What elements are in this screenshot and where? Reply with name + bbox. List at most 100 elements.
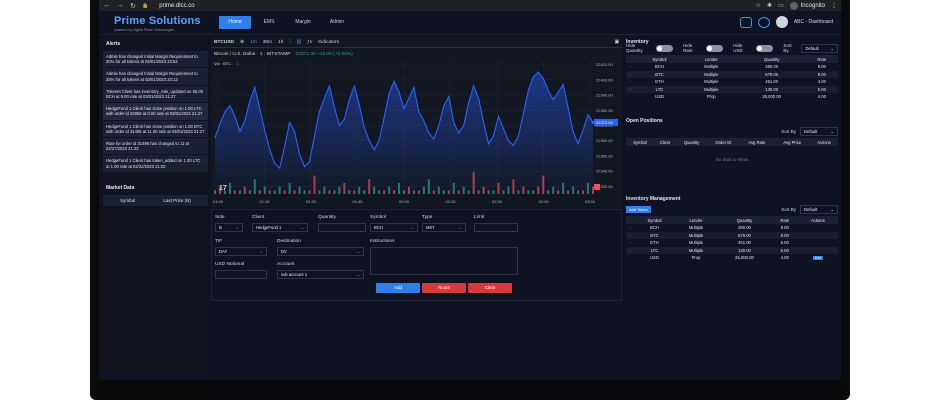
nav-home[interactable]: Home xyxy=(219,16,251,29)
expand-icon[interactable]: › xyxy=(626,231,634,239)
limit-input[interactable] xyxy=(474,223,518,232)
support-icon[interactable] xyxy=(757,16,770,28)
type-select[interactable]: MKT ⌄ xyxy=(422,223,466,232)
table-row[interactable]: USD Prop 25,000.00 4.00 Edit xyxy=(626,254,838,262)
side-select[interactable]: B ⌄ xyxy=(215,223,243,232)
expand-icon[interactable]: › xyxy=(629,79,631,85)
col-client[interactable]: Client xyxy=(654,138,676,146)
menu-icon[interactable]: ⋮ xyxy=(831,3,837,9)
user-label[interactable]: ABC - Dashboard xyxy=(793,19,833,25)
hide-quantity-toggle[interactable] xyxy=(655,44,674,52)
account-select[interactable]: sub account 1 ⌄ xyxy=(277,270,364,279)
col-actions[interactable]: Actions xyxy=(797,216,838,224)
back-icon[interactable]: ← xyxy=(103,2,111,9)
y-tick-label: 22400.00 xyxy=(596,77,613,82)
col-quantity[interactable]: Quantity xyxy=(737,55,806,63)
table-row[interactable]: › BTC Multiple 679.00 9.00 xyxy=(626,70,838,78)
add-token-button[interactable]: Add Token xyxy=(626,206,651,213)
nav-admin[interactable]: Admin xyxy=(329,19,345,25)
screenshot-icon[interactable]: ▣ xyxy=(614,39,619,45)
route-button[interactable]: Route xyxy=(422,283,466,293)
clear-button[interactable]: Clear xyxy=(468,283,512,293)
forward-icon[interactable]: → xyxy=(116,2,124,9)
table-row[interactable]: USD Prop 25,000.00 4.00 xyxy=(626,93,838,101)
chat-icon[interactable] xyxy=(739,16,752,28)
chart-symbol[interactable]: BTCUSD xyxy=(214,39,234,45)
quantity-input[interactable] xyxy=(318,223,366,232)
symbol-select[interactable]: BCH ⌄ xyxy=(370,223,418,232)
alert-item[interactable]: Admin has changed Initial Margin Require… xyxy=(103,51,208,69)
client-select[interactable]: HedgeFund 1 ⌄ xyxy=(252,223,308,232)
usd-notional-input[interactable] xyxy=(215,270,267,279)
col-symbol[interactable]: Symbol xyxy=(626,138,655,146)
address-bar[interactable]: prime.dlcc.co xyxy=(159,2,195,9)
cell-lender: Multiple xyxy=(674,231,718,239)
extensions-icon[interactable]: ✱ xyxy=(766,3,772,9)
expand-icon[interactable]: › xyxy=(626,85,634,93)
hide-rate-toggle[interactable] xyxy=(706,44,724,52)
timeframe-1m[interactable]: 1m xyxy=(250,39,257,45)
chart-canvas[interactable]: 22410.0022400.0022390.0022380.0022370.00… xyxy=(211,48,622,207)
hide-usd-toggle[interactable] xyxy=(756,44,774,52)
table-row[interactable]: › LTC Multiple 130.00 5.00 xyxy=(626,85,838,93)
col-avg-price[interactable]: Avg Price xyxy=(774,138,811,146)
expand-icon[interactable]: › xyxy=(629,225,631,231)
col-actions[interactable]: Actions xyxy=(810,138,838,146)
table-row[interactable]: › ETH Multiple 451.00 6.00 xyxy=(626,239,838,247)
star-icon[interactable]: ☆ xyxy=(755,3,761,9)
expand-icon[interactable]: › xyxy=(626,70,634,78)
col-rate[interactable]: Rate xyxy=(771,216,798,224)
inventory-management-sort-select[interactable]: Default ⌄ xyxy=(800,205,838,214)
timeframe-1h[interactable]: 1h xyxy=(278,39,284,45)
col-quantity[interactable]: Quantity xyxy=(717,216,772,224)
edit-button[interactable]: Edit xyxy=(812,256,823,261)
expand-icon[interactable]: › xyxy=(629,64,631,70)
table-row[interactable]: › BCH Multiple 280.00 9.00 xyxy=(626,224,838,232)
add-button[interactable]: Add xyxy=(376,283,420,293)
col-quantity[interactable]: Quantity xyxy=(675,138,708,146)
col-avg-rate[interactable]: Avg Rate xyxy=(739,138,775,146)
main-nav: Home EMS Margin Admin xyxy=(219,16,353,29)
market-col-symbol[interactable]: Symbol xyxy=(120,197,136,203)
col-symbol[interactable]: Symbol xyxy=(634,216,675,224)
chart-type-icon[interactable]: ▥ xyxy=(296,39,302,45)
indicators-button[interactable]: Indicators xyxy=(318,39,340,45)
nav-margin[interactable]: Margin xyxy=(295,19,311,25)
alert-item[interactable]: HedgeFund 1 Client has close position on… xyxy=(103,103,208,121)
table-row[interactable]: › LTC Multiple 130.00 5.00 xyxy=(626,246,838,254)
col-rate[interactable]: Rate xyxy=(805,55,838,63)
alert-item[interactable]: Admin has changed Initial Margin Require… xyxy=(103,68,208,86)
table-row[interactable]: › BCH Multiple 280.00 9.00 xyxy=(626,63,838,71)
avatar[interactable] xyxy=(775,16,788,28)
timeframe-30m[interactable]: 30m xyxy=(262,39,273,45)
col-order-id[interactable]: Order ID xyxy=(707,138,740,146)
alert-item[interactable]: Tokenet Client has inventory_rate_update… xyxy=(103,85,208,104)
alert-item[interactable]: HedgeFund 1 Client has token_added on 1.… xyxy=(103,155,208,173)
indicators-icon[interactable]: ƒx xyxy=(307,39,313,45)
table-row[interactable]: › ETH Multiple 451.00 4.00 xyxy=(626,78,838,86)
alert-item[interactable]: Rate for order id 31496 has changed to 1… xyxy=(103,138,208,156)
incognito-badge[interactable]: Incognito xyxy=(789,1,825,10)
market-col-last-price[interactable]: Last Price (N) xyxy=(163,197,191,203)
panel-icon[interactable]: ▭ xyxy=(777,3,784,9)
reload-icon[interactable]: ↻ xyxy=(130,2,136,10)
open-positions-sort-select[interactable]: Default ⌄ xyxy=(800,127,838,136)
nav-ems[interactable]: EMS xyxy=(263,19,275,25)
destination-select[interactable]: DV ⌄ xyxy=(277,247,364,256)
add-symbol-icon[interactable]: ⊕ xyxy=(240,39,245,45)
table-row[interactable]: › BTC Multiple 679.00 9.00 xyxy=(626,231,838,239)
expand-icon[interactable]: › xyxy=(629,240,631,246)
bar-style-icon[interactable]: ⫶ xyxy=(289,40,291,45)
tif-select[interactable]: DAY ⌄ xyxy=(215,247,267,256)
alert-item[interactable]: HedgeFund 1 Client has close position on… xyxy=(103,120,208,139)
col-lender[interactable]: Lender xyxy=(674,216,718,224)
inventory-sort-select[interactable]: Default ⌄ xyxy=(801,43,838,53)
lock-icon[interactable]: 🔒 xyxy=(142,2,149,9)
col-lender[interactable]: Lender xyxy=(684,55,738,63)
table-header: Symbol Lender Quantity Rate xyxy=(626,55,838,63)
instructions-textarea[interactable] xyxy=(370,247,518,275)
price-chart[interactable]: BTCUSD ⊕ 1m 30m 1h ⫶ ▥ ƒx Indicators ▣ 2… xyxy=(211,37,622,207)
col-symbol[interactable]: Symbol xyxy=(634,55,685,63)
expand-icon[interactable]: › xyxy=(626,246,634,254)
empty-state: No data to show xyxy=(715,157,749,162)
